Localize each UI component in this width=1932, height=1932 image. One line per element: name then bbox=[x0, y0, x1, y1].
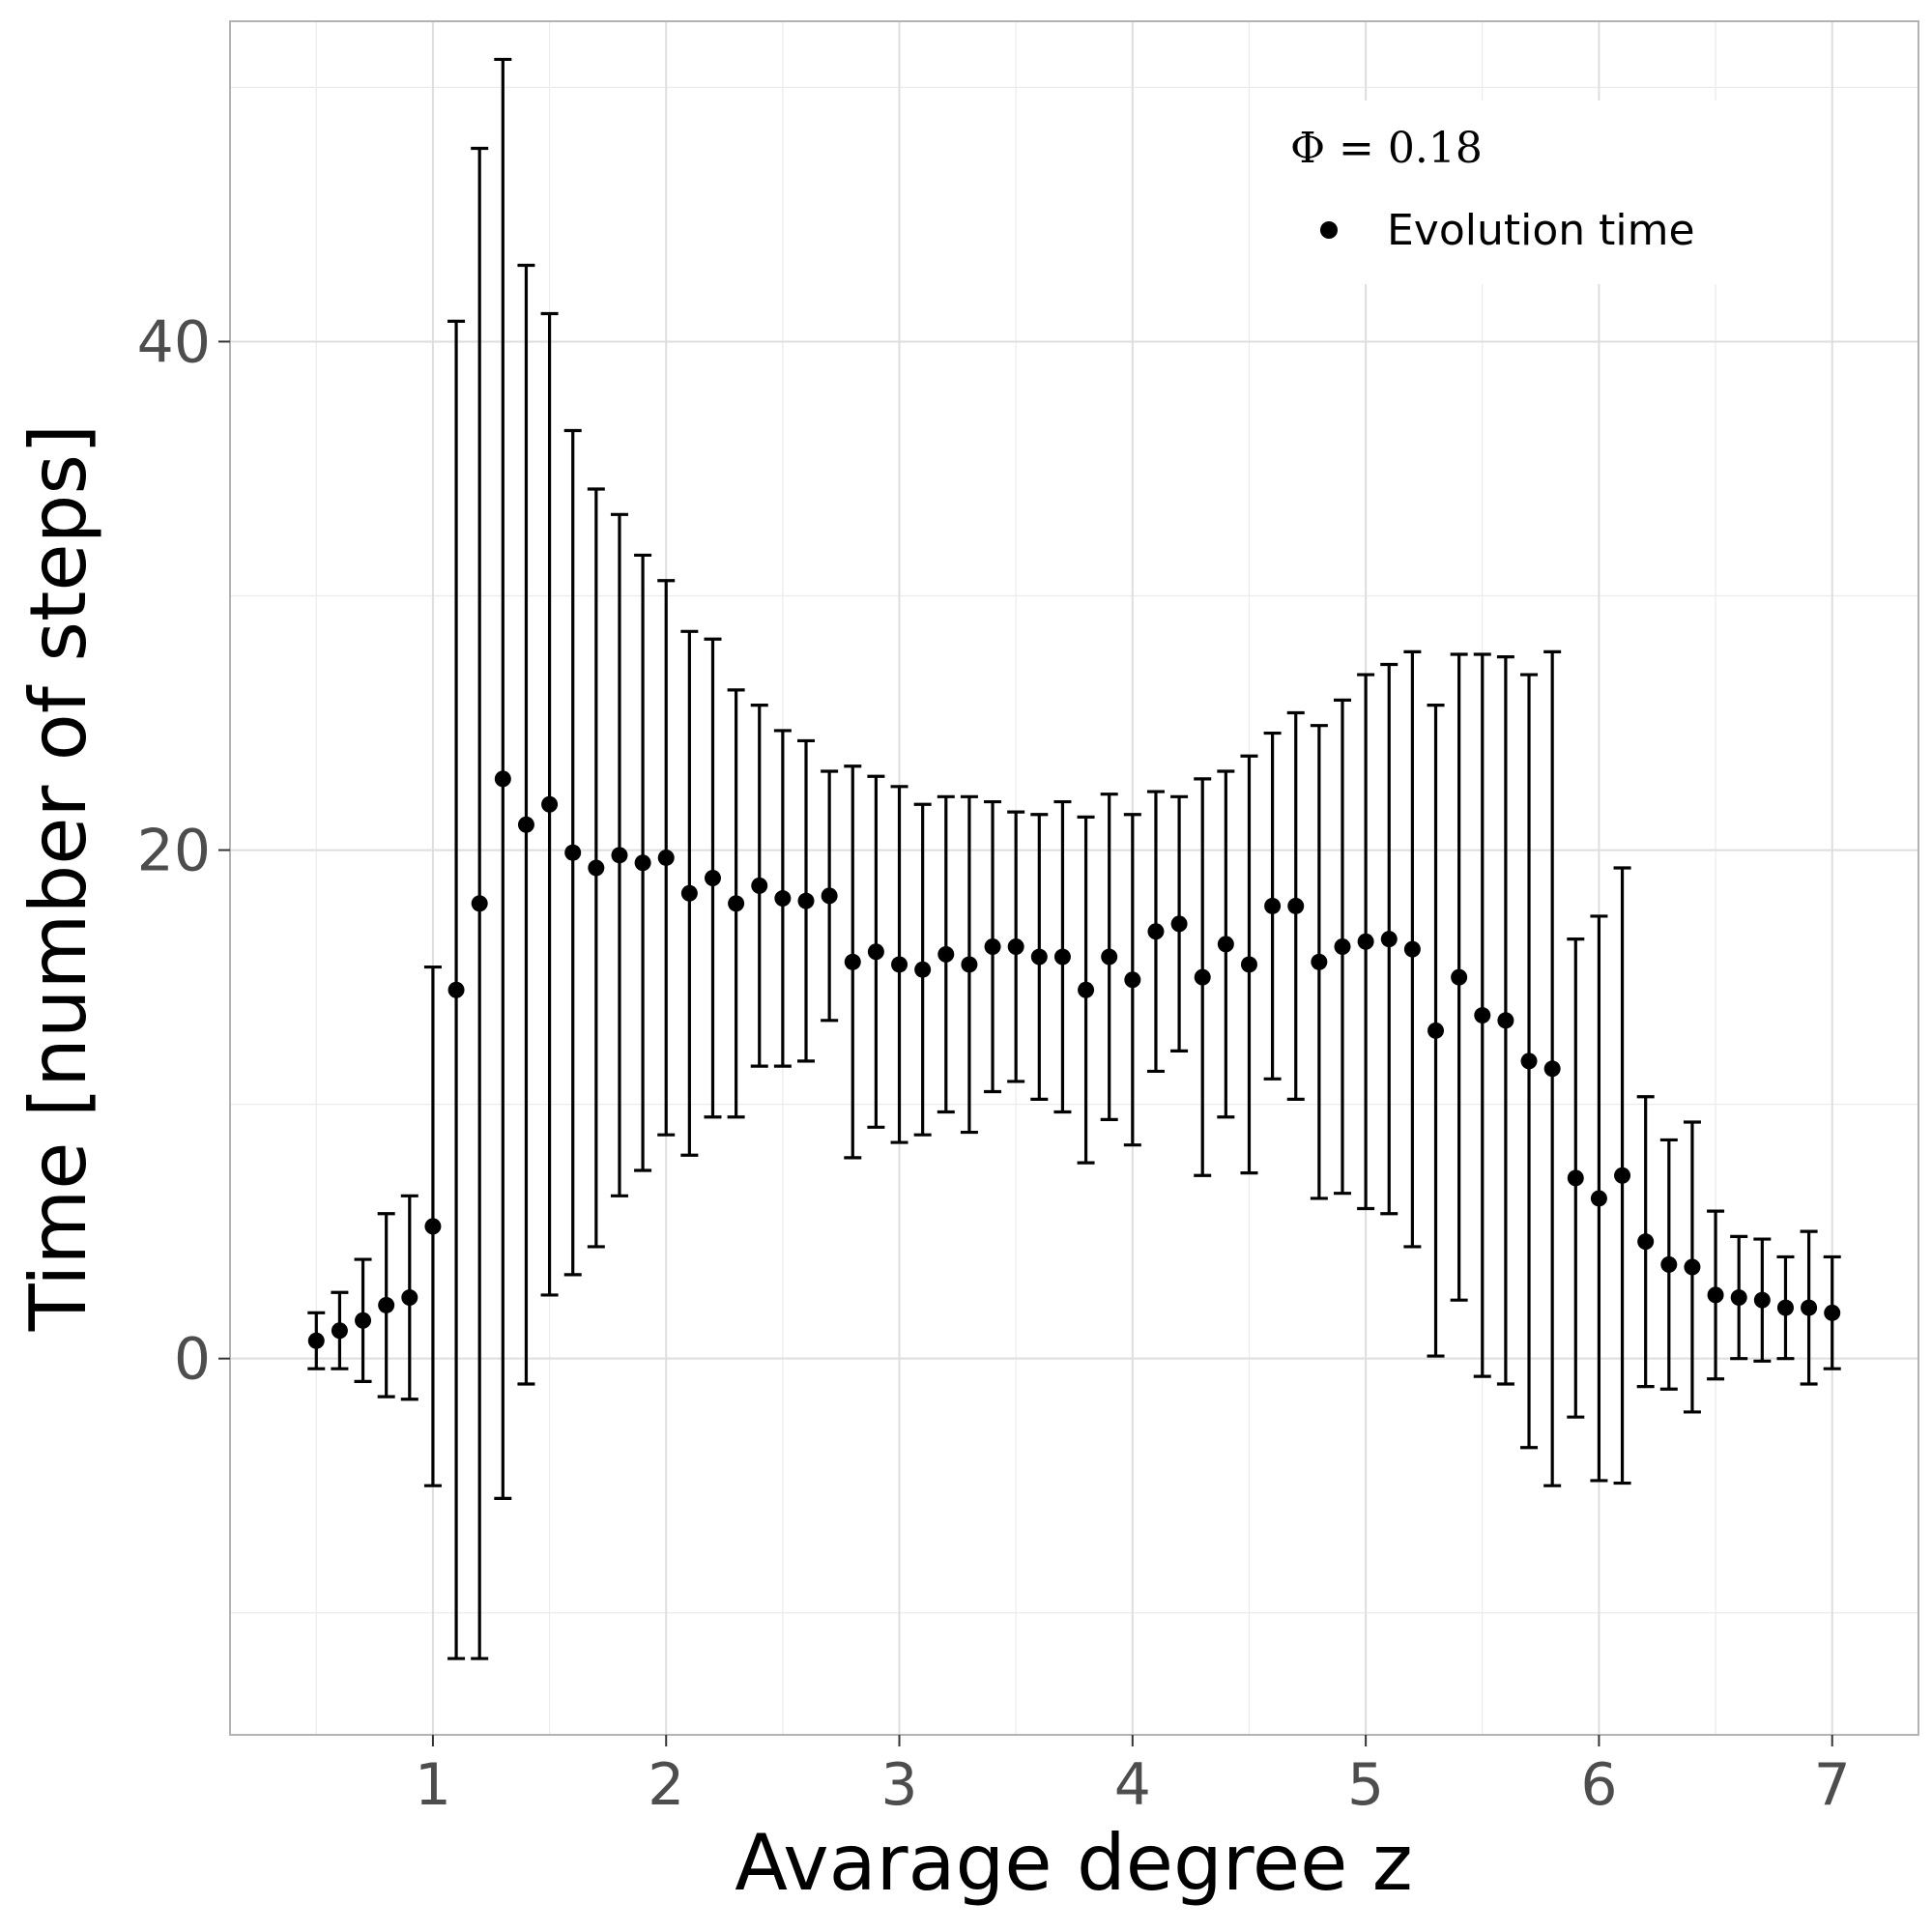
data-point bbox=[1543, 1060, 1561, 1078]
data-point bbox=[1147, 923, 1165, 940]
data-point bbox=[1730, 1289, 1747, 1307]
data-point bbox=[657, 849, 675, 866]
point-layer bbox=[307, 770, 1841, 1349]
data-point bbox=[541, 795, 559, 813]
data-point bbox=[1053, 948, 1071, 966]
data-point bbox=[704, 870, 721, 886]
data-point bbox=[1030, 948, 1048, 966]
data-point bbox=[1078, 981, 1095, 998]
data-point bbox=[914, 961, 932, 978]
legend-background bbox=[1266, 101, 1722, 284]
data-point bbox=[1520, 1053, 1538, 1070]
y-axis-title: Time [number of steps] bbox=[14, 424, 103, 1333]
data-point bbox=[355, 1312, 372, 1329]
data-point bbox=[564, 844, 582, 861]
data-point bbox=[494, 770, 511, 788]
y-tick-label: 0 bbox=[174, 1326, 211, 1394]
data-point bbox=[1334, 938, 1351, 956]
data-point bbox=[471, 895, 488, 912]
x-tick-label: 6 bbox=[1580, 1751, 1617, 1819]
y-tick-label: 20 bbox=[137, 818, 211, 885]
data-point bbox=[1567, 1169, 1584, 1187]
data-point bbox=[1170, 915, 1188, 933]
panel-border bbox=[229, 20, 1919, 1736]
data-point bbox=[1776, 1299, 1794, 1316]
data-point bbox=[1124, 971, 1141, 989]
x-tick-label: 1 bbox=[415, 1751, 451, 1819]
data-point bbox=[1684, 1258, 1701, 1276]
data-point bbox=[844, 953, 861, 970]
data-point bbox=[1824, 1304, 1841, 1321]
data-point bbox=[1497, 1012, 1514, 1029]
data-point bbox=[1311, 953, 1328, 970]
x-tick-label: 3 bbox=[880, 1751, 917, 1819]
data-point bbox=[401, 1289, 418, 1307]
data-point bbox=[797, 892, 815, 909]
data-point bbox=[961, 956, 978, 973]
y-axis-ticks: 0 20 40 bbox=[137, 308, 230, 1394]
data-point bbox=[1427, 1022, 1445, 1039]
data-point bbox=[728, 895, 745, 912]
data-point bbox=[1264, 897, 1282, 914]
data-point bbox=[1380, 931, 1398, 948]
legend-title: Φ = 0.18 bbox=[1290, 124, 1483, 173]
data-point bbox=[1660, 1255, 1678, 1273]
data-point bbox=[1240, 956, 1257, 973]
data-point bbox=[447, 981, 465, 998]
x-tick-label: 5 bbox=[1347, 1751, 1384, 1819]
data-point bbox=[1357, 933, 1374, 950]
data-point bbox=[634, 854, 651, 872]
x-axis-title: Avarage degree z bbox=[735, 1818, 1413, 1908]
y-tick-label: 40 bbox=[137, 308, 211, 376]
data-point bbox=[517, 816, 534, 833]
data-point bbox=[774, 890, 792, 908]
data-point bbox=[1287, 897, 1305, 914]
data-point bbox=[1217, 936, 1234, 953]
x-axis-ticks: 1 2 3 4 5 6 7 bbox=[415, 1735, 1851, 1819]
data-point bbox=[1801, 1299, 1818, 1316]
data-point bbox=[331, 1322, 348, 1340]
data-point bbox=[1403, 940, 1421, 958]
data-point bbox=[1474, 1007, 1491, 1024]
data-point bbox=[1194, 968, 1211, 986]
data-point bbox=[891, 956, 908, 973]
data-point bbox=[588, 859, 605, 877]
data-point bbox=[1707, 1286, 1724, 1304]
data-point bbox=[1614, 1167, 1631, 1184]
data-point bbox=[1451, 968, 1468, 986]
data-point bbox=[984, 938, 1001, 956]
data-point bbox=[1101, 948, 1118, 966]
data-point bbox=[1590, 1190, 1607, 1207]
data-point bbox=[1007, 938, 1024, 956]
data-point bbox=[751, 877, 768, 894]
legend: Φ = 0.18 Evolution time bbox=[1266, 101, 1722, 284]
data-point bbox=[307, 1332, 325, 1349]
data-point bbox=[1753, 1291, 1771, 1309]
data-point bbox=[611, 847, 628, 864]
data-point bbox=[378, 1296, 395, 1313]
data-point bbox=[937, 945, 955, 963]
data-point bbox=[867, 943, 884, 961]
data-point bbox=[424, 1218, 442, 1235]
legend-key-point bbox=[1320, 221, 1338, 239]
x-tick-label: 4 bbox=[1114, 1751, 1151, 1819]
data-point bbox=[680, 884, 698, 902]
data-point bbox=[821, 887, 838, 905]
x-tick-label: 2 bbox=[648, 1751, 684, 1819]
panel-background bbox=[230, 21, 1918, 1735]
data-point bbox=[1637, 1233, 1655, 1251]
legend-entry-label: Evolution time bbox=[1387, 206, 1695, 255]
x-tick-label: 7 bbox=[1814, 1751, 1851, 1819]
